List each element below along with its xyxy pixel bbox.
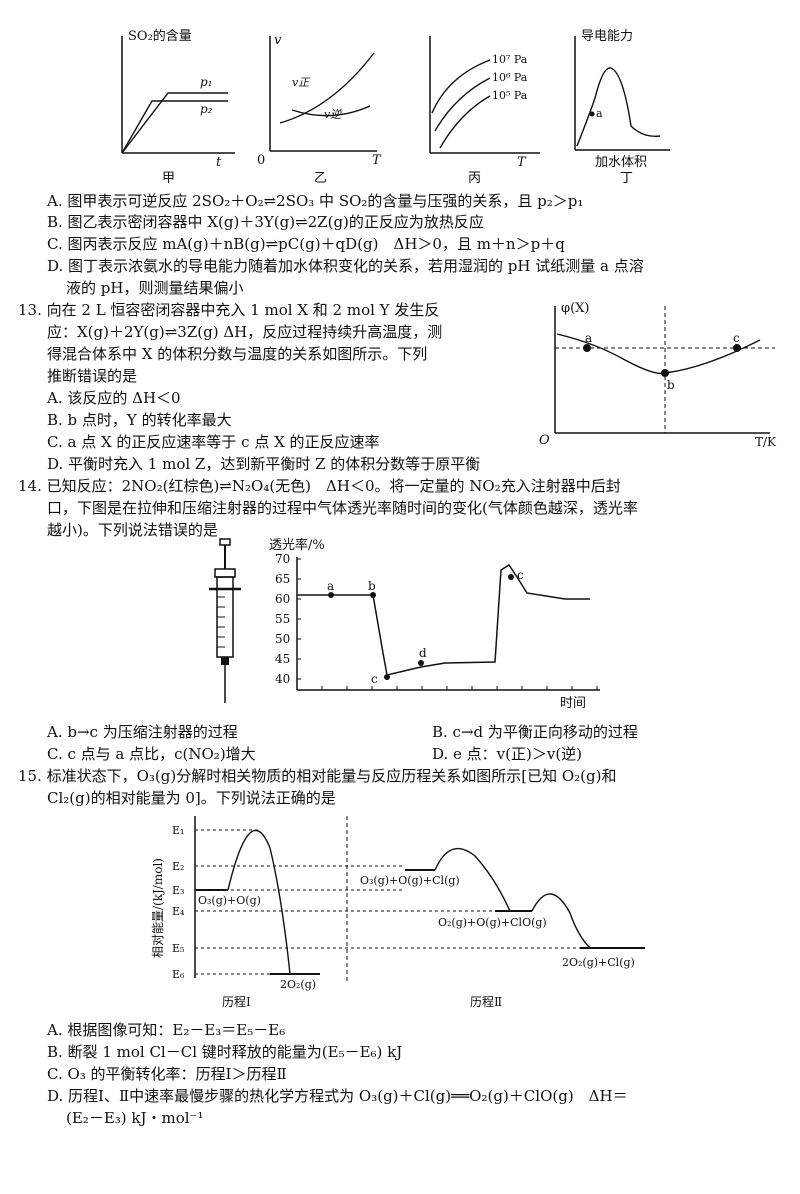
q15-level-e4: E₄ xyxy=(172,905,185,918)
q13-option-a: A. 该反应的 ΔH＜0 xyxy=(47,389,181,407)
q15-level-e5: E₅ xyxy=(172,942,184,955)
q15-level-e2: E₂ xyxy=(172,860,184,873)
graph-q13: a b c φ(X) O T/K xyxy=(539,301,777,448)
graph-yi: v v正 v逆 0 T 乙 xyxy=(257,33,382,183)
q13-stem-2: 应：X(g)＋2Y(g)⇌3Z(g) ΔH，反应过程持续升高温度，测 xyxy=(47,323,443,341)
q14-ytick-label: 45 xyxy=(275,652,290,666)
bing-curve-1: 10⁷ Pa xyxy=(492,53,528,66)
graph-ding: a 导电能力 加水体积 丁 xyxy=(574,29,670,183)
jia-xlabel: t xyxy=(216,155,222,170)
q15-ylabel: 相对能量/(kJ/mol) xyxy=(151,858,165,958)
graph-q14: 透光率/% 70 65 60 55 50 45 40 a b c d c 时间 xyxy=(269,537,600,711)
graph-bing: 10⁷ Pa 10⁶ Pa 10⁵ Pa T 丙 xyxy=(429,36,540,183)
q13-point-a: a xyxy=(585,331,592,345)
q13-stem-4: 推断错误的是 xyxy=(47,367,138,385)
q14-ylabel: 透光率/% xyxy=(269,537,325,553)
q15-option-b: B. 断裂 1 mol Cl－Cl 键时释放的能量为(E₅－E₆) kJ xyxy=(47,1043,403,1061)
q14-point-d: d xyxy=(419,646,427,660)
q14-stem-3: 越小)。下列说法错误的是 xyxy=(47,521,218,539)
q14-ytick-label: 65 xyxy=(275,572,290,586)
q13-point-b: b xyxy=(667,378,675,392)
q14-option-b: B. c→d 为平衡正向移动的过程 xyxy=(432,723,638,741)
q14-option-c: C. c 点与 a 点比，c(NO₂)增大 xyxy=(47,745,256,763)
q12-option-b: B. 图乙表示密闭容器中 X(g)＋3Y(g)⇌2Z(g)的正反应为放热反应 xyxy=(47,213,484,231)
bing-caption: 丙 xyxy=(468,171,481,183)
q15-path-2: 历程Ⅱ xyxy=(470,994,502,1009)
q15-species-1: O₃(g)+O(g) xyxy=(198,894,261,907)
yi-xlabel: T xyxy=(372,153,382,168)
q13-origin: O xyxy=(539,433,550,448)
bing-curve-3: 10⁵ Pa xyxy=(492,89,528,102)
q15-species-3: O₃(g)+O(g)+Cl(g) xyxy=(360,874,460,887)
q15-option-c: C. O₃ 的平衡转化率：历程Ⅰ＞历程Ⅱ xyxy=(47,1065,287,1083)
jia-ylabel: SO₂的含量 xyxy=(128,28,192,44)
q14-ytick-label: 60 xyxy=(275,592,290,606)
ding-point-a: a xyxy=(596,107,603,120)
bing-curve-2: 10⁶ Pa xyxy=(492,71,528,84)
q13-xlabel: T/K xyxy=(755,435,777,448)
syringe-illustration xyxy=(209,538,241,703)
ding-ylabel: 导电能力 xyxy=(581,29,633,44)
q14-xlabel: 时间 xyxy=(560,696,586,711)
q15-option-d-cont: (E₂－E₃) kJ・mol⁻¹ xyxy=(66,1109,204,1127)
jia-caption: 甲 xyxy=(162,171,175,183)
q14-ytick-label: 70 xyxy=(275,552,290,566)
q12-option-a: A. 图甲表示可逆反应 2SO₂＋O₂⇌2SO₃ 中 SO₂的含量与压强的关系，… xyxy=(47,192,584,210)
q15-species-4: O₂(g)+O(g)+ClO(g) xyxy=(438,916,547,929)
q14-ytick-label: 40 xyxy=(275,672,290,686)
q15-level-e6: E₆ xyxy=(172,968,185,981)
q13-stem-1: 13. 向在 2 L 恒容密闭容器中充入 1 mol X 和 2 mol Y 发… xyxy=(18,301,440,319)
yi-ylabel: v xyxy=(274,33,282,48)
ding-xlabel: 加水体积 xyxy=(595,155,647,170)
bing-xlabel: T xyxy=(517,155,527,170)
graph-q15: 相对能量/(kJ/mol) E₁ E₂ E₃ E₄ E₅ E₆ O₃(g)+O(… xyxy=(151,816,645,1009)
q15-species-5: 2O₂(g)+Cl(g) xyxy=(562,956,635,969)
q13-point-c: c xyxy=(733,331,740,345)
q14-ytick-label: 55 xyxy=(275,612,290,626)
q14-point-c1: c xyxy=(371,672,378,686)
q13-ylabel: φ(X) xyxy=(561,301,590,316)
yi-origin: 0 xyxy=(257,153,265,168)
q12-option-c: C. 图丙表示反应 mA(g)＋nB(g)⇌pC(g)＋qD(g) ΔH＞0，且… xyxy=(47,235,565,253)
q12-option-d: D. 图丁表示浓氨水的导电能力随着加水体积变化的关系，若用湿润的 pH 试纸测量… xyxy=(47,257,644,275)
q14-ytick-label: 50 xyxy=(275,632,290,646)
q13-stem-3: 得混合体系中 X 的体积分数与温度的关系如图所示。下列 xyxy=(47,345,428,363)
q15-path-1: 历程Ⅰ xyxy=(222,994,251,1009)
q13-option-c: C. a 点 X 的正反应速率等于 c 点 X 的正反应速率 xyxy=(47,433,380,451)
q14-point-b: b xyxy=(368,579,376,593)
q14-option-d: D. e 点：v(正)＞v(逆) xyxy=(432,745,583,763)
q14-stem-1: 14. 已知反应：2NO₂(红棕色)⇌N₂O₄(无色) ΔH＜0。将一定量的 N… xyxy=(18,477,621,495)
yi-vzheng: v正 xyxy=(292,76,311,89)
q14-point-c2: c xyxy=(517,568,524,582)
q13-option-d: D. 平衡时充入 1 mol Z，达到新平衡时 Z 的体积分数等于原平衡 xyxy=(47,455,481,473)
q12-option-d-cont: 液的 pH，则测量结果偏小 xyxy=(66,279,244,297)
q14-point-a: a xyxy=(327,579,334,593)
ding-caption: 丁 xyxy=(620,171,633,183)
q15-level-e3: E₃ xyxy=(172,884,184,897)
jia-p2: p₂ xyxy=(200,102,213,116)
q14-stem-2: 口，下图是在拉伸和压缩注射器的过程中气体透光率随时间的变化(气体颜色越深，透光率 xyxy=(47,499,638,517)
yi-vni: v逆 xyxy=(324,108,343,121)
q14-option-a: A. b→c 为压缩注射器的过程 xyxy=(47,723,238,741)
jia-p1: p₁ xyxy=(200,75,213,89)
q15-level-e1: E₁ xyxy=(172,824,184,837)
q13-option-b: B. b 点时，Y 的转化率最大 xyxy=(47,411,232,429)
q15-species-2: 2O₂(g) xyxy=(280,978,316,991)
yi-caption: 乙 xyxy=(314,171,327,183)
q15-option-a: A. 根据图像可知：E₂－E₃＝E₅－E₆ xyxy=(47,1021,286,1039)
q15-stem-1: 15. 标准状态下，O₃(g)分解时相关物质的相对能量与反应历程关系如图所示[已… xyxy=(18,767,617,785)
q15-stem-2: Cl₂(g)的相对能量为 0]。下列说法正确的是 xyxy=(47,789,336,807)
graph-jia: p₁ p₂ SO₂的含量 t 甲 xyxy=(121,28,235,183)
q15-option-d: D. 历程Ⅰ、Ⅱ中速率最慢步骤的热化学方程式为 O₃(g)＋Cl(g)══O₂(… xyxy=(47,1087,628,1105)
